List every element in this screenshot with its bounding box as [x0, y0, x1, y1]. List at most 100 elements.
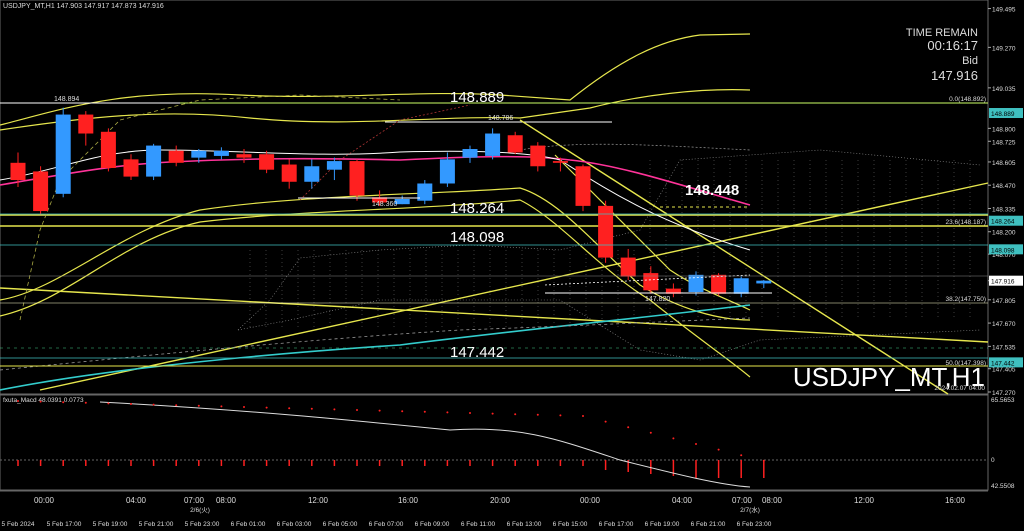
- swing-marks: 148.894 148.786 148.360 147.820: [0, 96, 772, 303]
- macd-dot: [152, 403, 155, 406]
- candle-body: [372, 197, 388, 203]
- candle-body: [146, 145, 162, 177]
- price-badge-label: 147.916: [991, 279, 1015, 286]
- fib-382: 38.2(147.750): [946, 296, 986, 303]
- macd-dot: [604, 420, 607, 423]
- moving-averages: [0, 94, 751, 391]
- macd-dot: [333, 408, 336, 411]
- macd-dot: [197, 404, 200, 407]
- candle-body: [552, 161, 568, 163]
- candle-body: [78, 114, 94, 134]
- price-badge: [989, 357, 1023, 368]
- price-badge-label: 148.264: [991, 219, 1015, 226]
- candle-body: [711, 274, 727, 294]
- macd-dot: [84, 401, 87, 404]
- candle-body: [191, 150, 207, 158]
- x-date-label: 5 Feb 17:00: [47, 521, 82, 528]
- x-date-label: 5 Feb 2024: [2, 521, 35, 528]
- x-date-label: 6 Feb 21:00: [691, 521, 726, 528]
- x-day-label: 2/6(火): [190, 507, 210, 514]
- macd-dot: [175, 404, 178, 407]
- macd-dot: [243, 406, 245, 408]
- candle-body: [349, 161, 365, 196]
- macd-dot: [130, 403, 132, 405]
- candle-body: [168, 150, 184, 163]
- x-time-label: 12:00: [308, 496, 329, 505]
- chart-watermark: USDJPY_MT,H1: [793, 362, 985, 392]
- x-date-label: 6 Feb 03:00: [277, 521, 312, 528]
- fib-500: 50.0(147.398): [946, 360, 986, 367]
- macd-dot: [582, 415, 584, 417]
- candle-body: [236, 154, 252, 158]
- candle-body: [462, 149, 478, 158]
- candle-body: [439, 159, 455, 184]
- macd-signal: [99, 401, 751, 488]
- level-147442: 147.442: [450, 344, 504, 361]
- x-time-label: 07:00: [184, 496, 205, 505]
- x-time-label: 04:00: [672, 496, 693, 505]
- candle-body: [507, 135, 523, 153]
- y-tick-label: 148.800: [992, 126, 1016, 133]
- x-date-label: 6 Feb 05:00: [323, 521, 358, 528]
- x-time-label: 00:00: [34, 496, 55, 505]
- indicator-bottom: 42.5508: [991, 483, 1015, 490]
- time-remain-value: 00:16:17: [927, 38, 978, 53]
- candle-body: [756, 280, 772, 284]
- x-time-label: 16:00: [945, 496, 966, 505]
- chart-datetime: 2024.02.07 04:00: [934, 385, 985, 392]
- y-tick-label: 148.200: [992, 230, 1016, 237]
- ichimoku-cloud: [237, 149, 981, 361]
- macd-histogram: [17, 460, 765, 478]
- candle-body: [213, 150, 229, 156]
- y-tick-label: 147.670: [992, 321, 1016, 328]
- x-time-label: 20:00: [490, 496, 511, 505]
- price-badge-label: 148.889: [991, 111, 1015, 118]
- macd-dot: [536, 413, 539, 416]
- macd-dot: [401, 410, 404, 413]
- macd-dot: [288, 407, 291, 410]
- x-time-label: 08:00: [216, 496, 237, 505]
- candles: [10, 107, 772, 298]
- x-date-label: 6 Feb 17:00: [599, 521, 634, 528]
- symbol-header: USDJPY_MT,H1 147.903 147.917 147.873 147…: [3, 3, 164, 10]
- level-148889: 148.889: [450, 89, 504, 106]
- fib-236: 23.6(148.187): [946, 219, 986, 226]
- macd-dot: [740, 454, 743, 457]
- time-remain-label: TIME REMAIN: [906, 27, 978, 39]
- x-date-label: 6 Feb 15:00: [553, 521, 588, 528]
- x-time-label: 08:00: [762, 496, 783, 505]
- y-tick-label: 147.805: [992, 298, 1016, 305]
- macd-dot: [469, 412, 471, 414]
- level-148098: 148.098: [450, 229, 504, 246]
- macd-dot: [514, 413, 517, 416]
- info-panel: TIME REMAIN 00:16:17 Bid 147.916: [906, 27, 978, 83]
- macd-dot: [356, 409, 358, 411]
- macd-dot: [378, 409, 381, 412]
- y-tick-label: 148.605: [992, 160, 1016, 167]
- x-date-label: 6 Feb 11:00: [461, 521, 496, 528]
- x-day-label: 2/7(水): [740, 505, 760, 514]
- indicator-panel: [0, 394, 989, 491]
- candle-body: [733, 278, 749, 294]
- candle-body: [620, 257, 636, 277]
- price-badge: [989, 275, 1023, 286]
- macd-dot: [39, 400, 42, 403]
- y-tick-label: 148.725: [992, 139, 1016, 146]
- mark-147820: 147.820: [645, 296, 670, 303]
- level-148448: 148.448: [685, 182, 739, 199]
- candle-body: [688, 274, 704, 293]
- level-148264: 148.264: [450, 200, 504, 217]
- indicator-zero: 0: [991, 457, 995, 464]
- candle-body: [100, 131, 116, 168]
- y-tick-label: 147.405: [992, 367, 1016, 374]
- main-panel: [0, 0, 989, 395]
- indicator-label: fxuta_Macd 48.0391 0.0773: [3, 397, 84, 404]
- macd-dot: [423, 410, 426, 413]
- macd-dot: [107, 402, 110, 405]
- mark-148360: 148.360: [372, 201, 397, 208]
- x-time-label: 16:00: [398, 496, 419, 505]
- y-tick-label: 149.270: [992, 45, 1016, 52]
- candle-body: [643, 273, 659, 291]
- x-time-label: 12:00: [854, 496, 875, 505]
